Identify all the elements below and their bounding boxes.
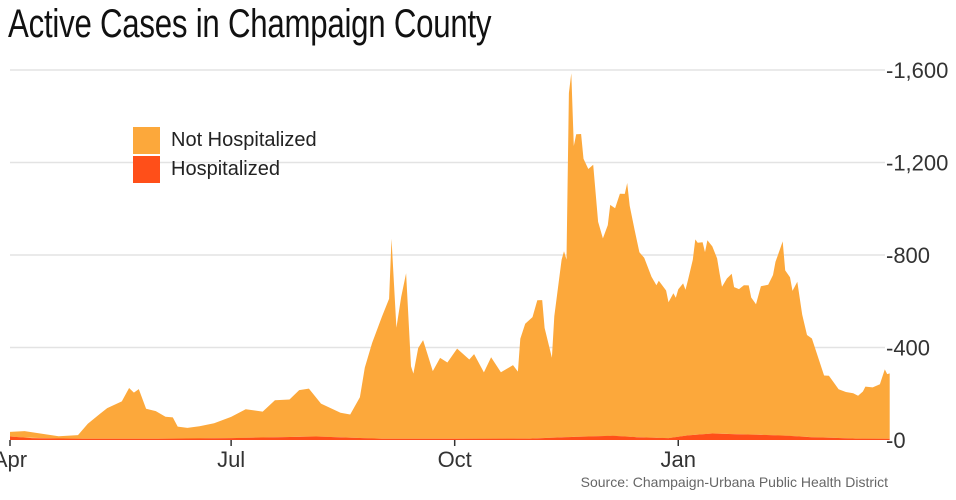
- y-tick-label: -1,600: [886, 58, 948, 83]
- y-tick-label: -400: [886, 336, 930, 361]
- legend-swatch-hospitalized: [133, 156, 160, 183]
- legend-swatch-not-hospitalized: [133, 127, 160, 154]
- legend-item-not-hospitalized: Not Hospitalized: [133, 127, 317, 154]
- area-not-hospitalized: [10, 73, 890, 439]
- x-tick-label: Apr: [0, 447, 27, 472]
- y-tick-label: -0: [886, 428, 906, 453]
- legend-label-hospitalized: Hospitalized: [171, 158, 280, 180]
- source-note: Source: Champaign-Urbana Public Health D…: [580, 474, 888, 490]
- legend-item-hospitalized: Hospitalized: [133, 156, 280, 183]
- area-hospitalized: [10, 433, 890, 440]
- y-tick-label: -1,200: [886, 151, 948, 176]
- x-tick-label: Oct: [438, 447, 472, 472]
- legend-label-not-hospitalized: Not Hospitalized: [171, 129, 317, 151]
- x-tick-label: Jul: [217, 447, 245, 472]
- x-tick-label: Jan: [661, 447, 696, 472]
- chart-title: Active Cases in Champaign County: [8, 2, 492, 46]
- y-tick-label: -800: [886, 243, 930, 268]
